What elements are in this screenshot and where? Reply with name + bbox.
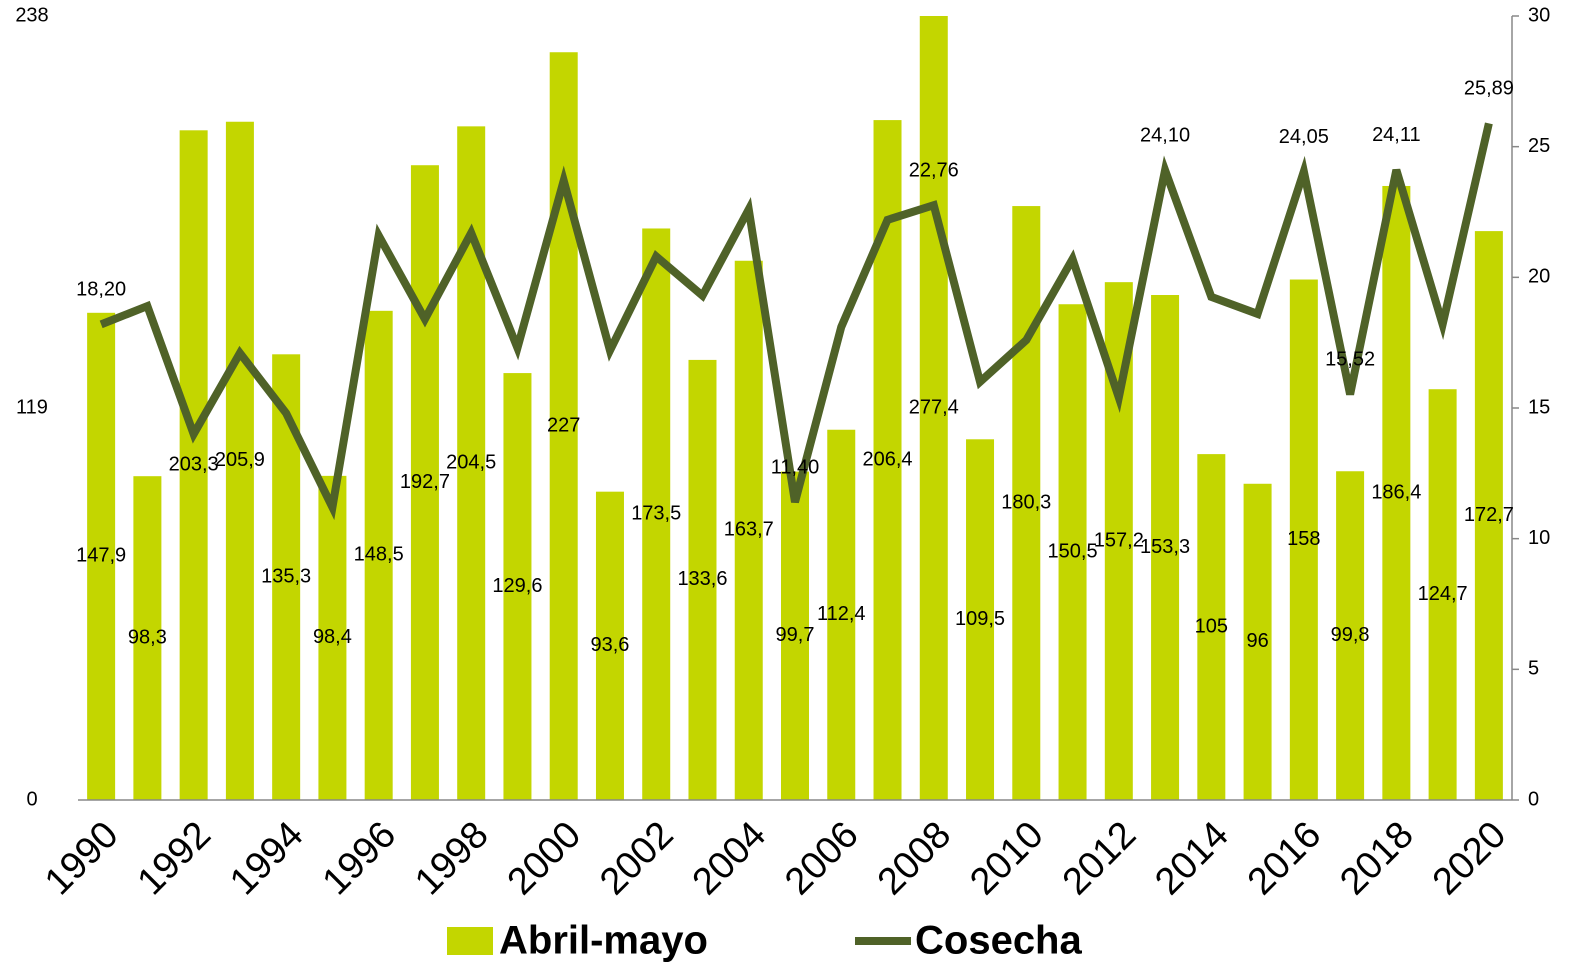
bar-value-label: 277,4	[909, 396, 959, 418]
bar	[225, 121, 254, 800]
legend-swatch	[447, 927, 493, 955]
bar-value-label: 124,7	[1418, 583, 1468, 605]
bar-value-label: 135,3	[261, 565, 311, 587]
y2-tick-label: 0	[1528, 788, 1539, 810]
x-tick-label: 1996	[315, 814, 404, 903]
x-tick-label: 2006	[777, 814, 866, 903]
x-tick-label: 2010	[962, 814, 1051, 903]
bar	[1151, 295, 1180, 800]
bar	[966, 439, 995, 800]
x-tick-label: 2008	[870, 814, 959, 903]
bar-value-label: 206,4	[862, 448, 912, 470]
bar-value-label: 148,5	[354, 544, 404, 566]
x-tick-label: 2020	[1425, 814, 1514, 903]
bar-value-label: 147,9	[76, 545, 126, 567]
x-tick-label: 2014	[1147, 814, 1236, 903]
line-value-label: 22,76	[909, 159, 959, 181]
line-value-label: 24,11	[1372, 124, 1421, 146]
bar-value-label: 163,7	[724, 519, 774, 541]
bar-value-label: 112,4	[817, 603, 866, 625]
legend-label: Abril-mayo	[499, 919, 708, 963]
bar	[1197, 454, 1226, 800]
bar	[179, 130, 208, 800]
bar-value-label: 98,3	[128, 626, 167, 648]
bar	[87, 312, 116, 800]
bar	[1474, 231, 1503, 800]
bar-value-label: 205,9	[215, 449, 265, 471]
bar	[642, 228, 671, 800]
bar	[1428, 389, 1457, 800]
y-tick-label: 0	[26, 788, 37, 810]
bar-value-label: 96	[1246, 630, 1268, 652]
y2-tick-label: 25	[1528, 135, 1550, 157]
bar-value-label: 186,4	[1371, 481, 1421, 503]
bar-value-label: 203,3	[169, 453, 219, 475]
x-tick-label: 1992	[130, 814, 219, 903]
bar	[1289, 279, 1318, 800]
bar	[595, 491, 624, 800]
y2-tick-label: 20	[1528, 266, 1550, 288]
bar	[688, 359, 717, 800]
bar-value-label: 158	[1287, 528, 1320, 550]
y2-tick-label: 10	[1528, 527, 1550, 549]
bar	[133, 476, 162, 800]
bar-value-label: 98,4	[313, 626, 352, 648]
plot-area	[87, 16, 1503, 800]
x-tick-label: 2002	[592, 814, 681, 903]
bar-value-label: 173,5	[631, 503, 681, 525]
y2-tick-label: 5	[1528, 658, 1539, 680]
bar	[919, 16, 948, 800]
bar	[827, 429, 856, 800]
x-tick-label: 2004	[685, 814, 774, 903]
bar-value-label: 99,8	[1331, 624, 1370, 646]
bar-value-label: 192,7	[400, 471, 450, 493]
x-tick-label: 2000	[500, 814, 589, 903]
bar	[1243, 483, 1272, 800]
y-tick-label: 119	[16, 396, 48, 418]
bar	[781, 471, 809, 800]
x-tick-label: 1998	[407, 814, 496, 903]
line-value-label: 11,40	[771, 456, 820, 478]
line-value-label: 25,89	[1464, 78, 1514, 100]
bar-value-label: 93,6	[590, 634, 629, 656]
line-value-label: 24,05	[1279, 126, 1329, 148]
bar-value-label: 172,7	[1464, 504, 1514, 526]
line-value-label: 15,52	[1325, 349, 1375, 371]
x-tick-label: 2018	[1332, 814, 1421, 903]
legend-label: Cosecha	[915, 919, 1082, 963]
bar	[1058, 304, 1087, 800]
bar-value-label: 180,3	[1001, 491, 1051, 513]
bar	[503, 373, 532, 800]
bar	[364, 310, 393, 800]
bar	[1382, 185, 1411, 800]
bar-value-label: 105	[1195, 615, 1228, 637]
x-tick-label: 2016	[1240, 814, 1329, 903]
x-tick-label: 1994	[222, 814, 311, 903]
y-tick-label: 238	[15, 4, 48, 26]
bar	[1336, 471, 1365, 800]
bar	[1012, 206, 1041, 800]
y2-tick-label: 30	[1528, 4, 1550, 26]
bar-value-label: 133,6	[677, 568, 727, 590]
bar-value-label: 157,2	[1094, 529, 1144, 551]
line	[99, 122, 1493, 521]
y2-tick-label: 15	[1528, 396, 1550, 418]
x-tick-label: 1990	[37, 814, 126, 903]
bar-value-label: 129,6	[492, 575, 542, 597]
bar-value-label: 109,5	[955, 608, 1005, 630]
bar-value-label: 204,5	[446, 451, 496, 473]
bar	[318, 475, 347, 800]
bar-value-label: 153,3	[1140, 536, 1190, 558]
bar-value-label: 99,7	[776, 624, 815, 646]
bar	[410, 165, 439, 800]
bar	[734, 260, 763, 800]
line-value-label: 24,10	[1140, 124, 1190, 146]
bar-value-label: 150,5	[1048, 540, 1098, 562]
x-tick-label: 2012	[1055, 814, 1144, 903]
line-value-label: 18,20	[76, 279, 126, 301]
bar-value-label: 227	[547, 414, 580, 436]
